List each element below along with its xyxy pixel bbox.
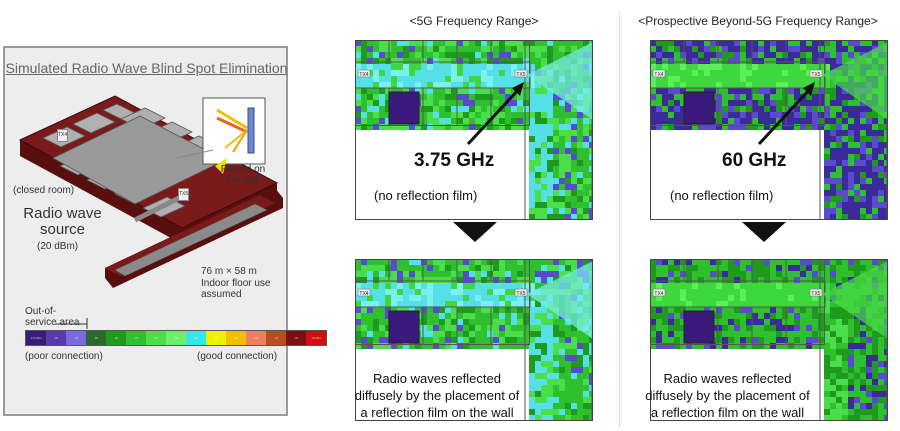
legend-swatch: -70 (146, 331, 166, 345)
legend-swatch: -95 (46, 331, 66, 345)
tx-tag-left-2: TX5 (178, 188, 190, 201)
down-arrow-5g (453, 222, 497, 242)
tx-tag-left: TX4 (57, 129, 69, 142)
simulation-overview-panel: Simulated Radio Wave Blind Spot Eliminat… (3, 46, 327, 416)
legend-swatch: -35 (286, 331, 306, 345)
placed-on-wall-label: Placed on the wall (220, 164, 266, 186)
with-film-note-5g: Radio waves reflected diffusely by the p… (354, 371, 520, 420)
source-power-label: (20 dBm) (37, 241, 79, 252)
out-of-service-pointer (55, 318, 88, 329)
svg-text:TX4: TX4 (654, 291, 663, 297)
svg-text:TX5: TX5 (516, 291, 525, 297)
legend-swatch: -55 (206, 331, 226, 345)
legend-swatch: -100dBm (26, 331, 46, 345)
freq-60g: 60 GHz (722, 150, 787, 171)
no-film-note-60g: (no reflection film) (670, 188, 774, 203)
out-of-service-label: Out-of-service area (25, 306, 80, 328)
dimensions-label: 76 m × 58 m (201, 266, 257, 277)
map-5g-with-film: TX4 TX5 (355, 259, 593, 421)
overview-title: Simulated Radio Wave Blind Spot Eliminat… (5, 60, 288, 76)
good-connection-label: (good connection) (197, 351, 278, 362)
legend-swatch: -75 (126, 331, 146, 345)
arrow-5g (466, 82, 524, 146)
signal-legend: -100dBm -95 -90 -85 -80 -75 -70 -65 -60 -55 -50 -45… (25, 330, 327, 346)
with-film-note-60g: Radio waves reflected diffusely by the p… (645, 371, 810, 420)
radio-source-label: Radio wave source (23, 205, 102, 238)
map-60g-no-film: TX4 TX5 (650, 40, 888, 220)
section-divider (619, 12, 620, 427)
down-arrow-60g (742, 222, 786, 242)
arrow-60g (757, 82, 815, 146)
five-g-header: <5G Frequency Range> (409, 14, 539, 28)
legend-swatch: -60 (186, 331, 206, 345)
legend-swatch: -85 (86, 331, 106, 345)
map-5g-no-film: TX4 TX5 (355, 40, 593, 220)
svg-text:TX5: TX5 (811, 72, 820, 78)
legend-swatch: -30dBm (306, 331, 326, 345)
floor-use-label: Indoor floor use assumed (201, 278, 271, 300)
svg-text:TX5: TX5 (516, 72, 525, 78)
svg-text:TX4: TX4 (359, 291, 368, 297)
legend-swatch: -80 (106, 331, 126, 345)
map-60g-with-film: TX4 TX5 (650, 259, 888, 421)
no-film-note-5g: (no reflection film) (374, 188, 478, 203)
legend-swatch: -40 (266, 331, 286, 345)
freq-5g: 3.75 GHz (414, 150, 495, 171)
closed-room-label: (closed room) (13, 185, 75, 196)
legend-swatch: -90 (66, 331, 86, 345)
svg-text:TX4: TX4 (359, 72, 368, 78)
svg-text:TX5: TX5 (811, 291, 820, 297)
legend-swatch: -45 (246, 331, 266, 345)
svg-text:TX4: TX4 (654, 72, 663, 78)
legend-swatch: -50 (226, 331, 246, 345)
beyond-5g-header: <Prospective Beyond-5G Frequency Range> (638, 14, 878, 28)
legend-swatch: -65 (166, 331, 186, 345)
floor-plan-3d (18, 95, 283, 288)
poor-connection-label: (poor connection) (25, 351, 103, 362)
